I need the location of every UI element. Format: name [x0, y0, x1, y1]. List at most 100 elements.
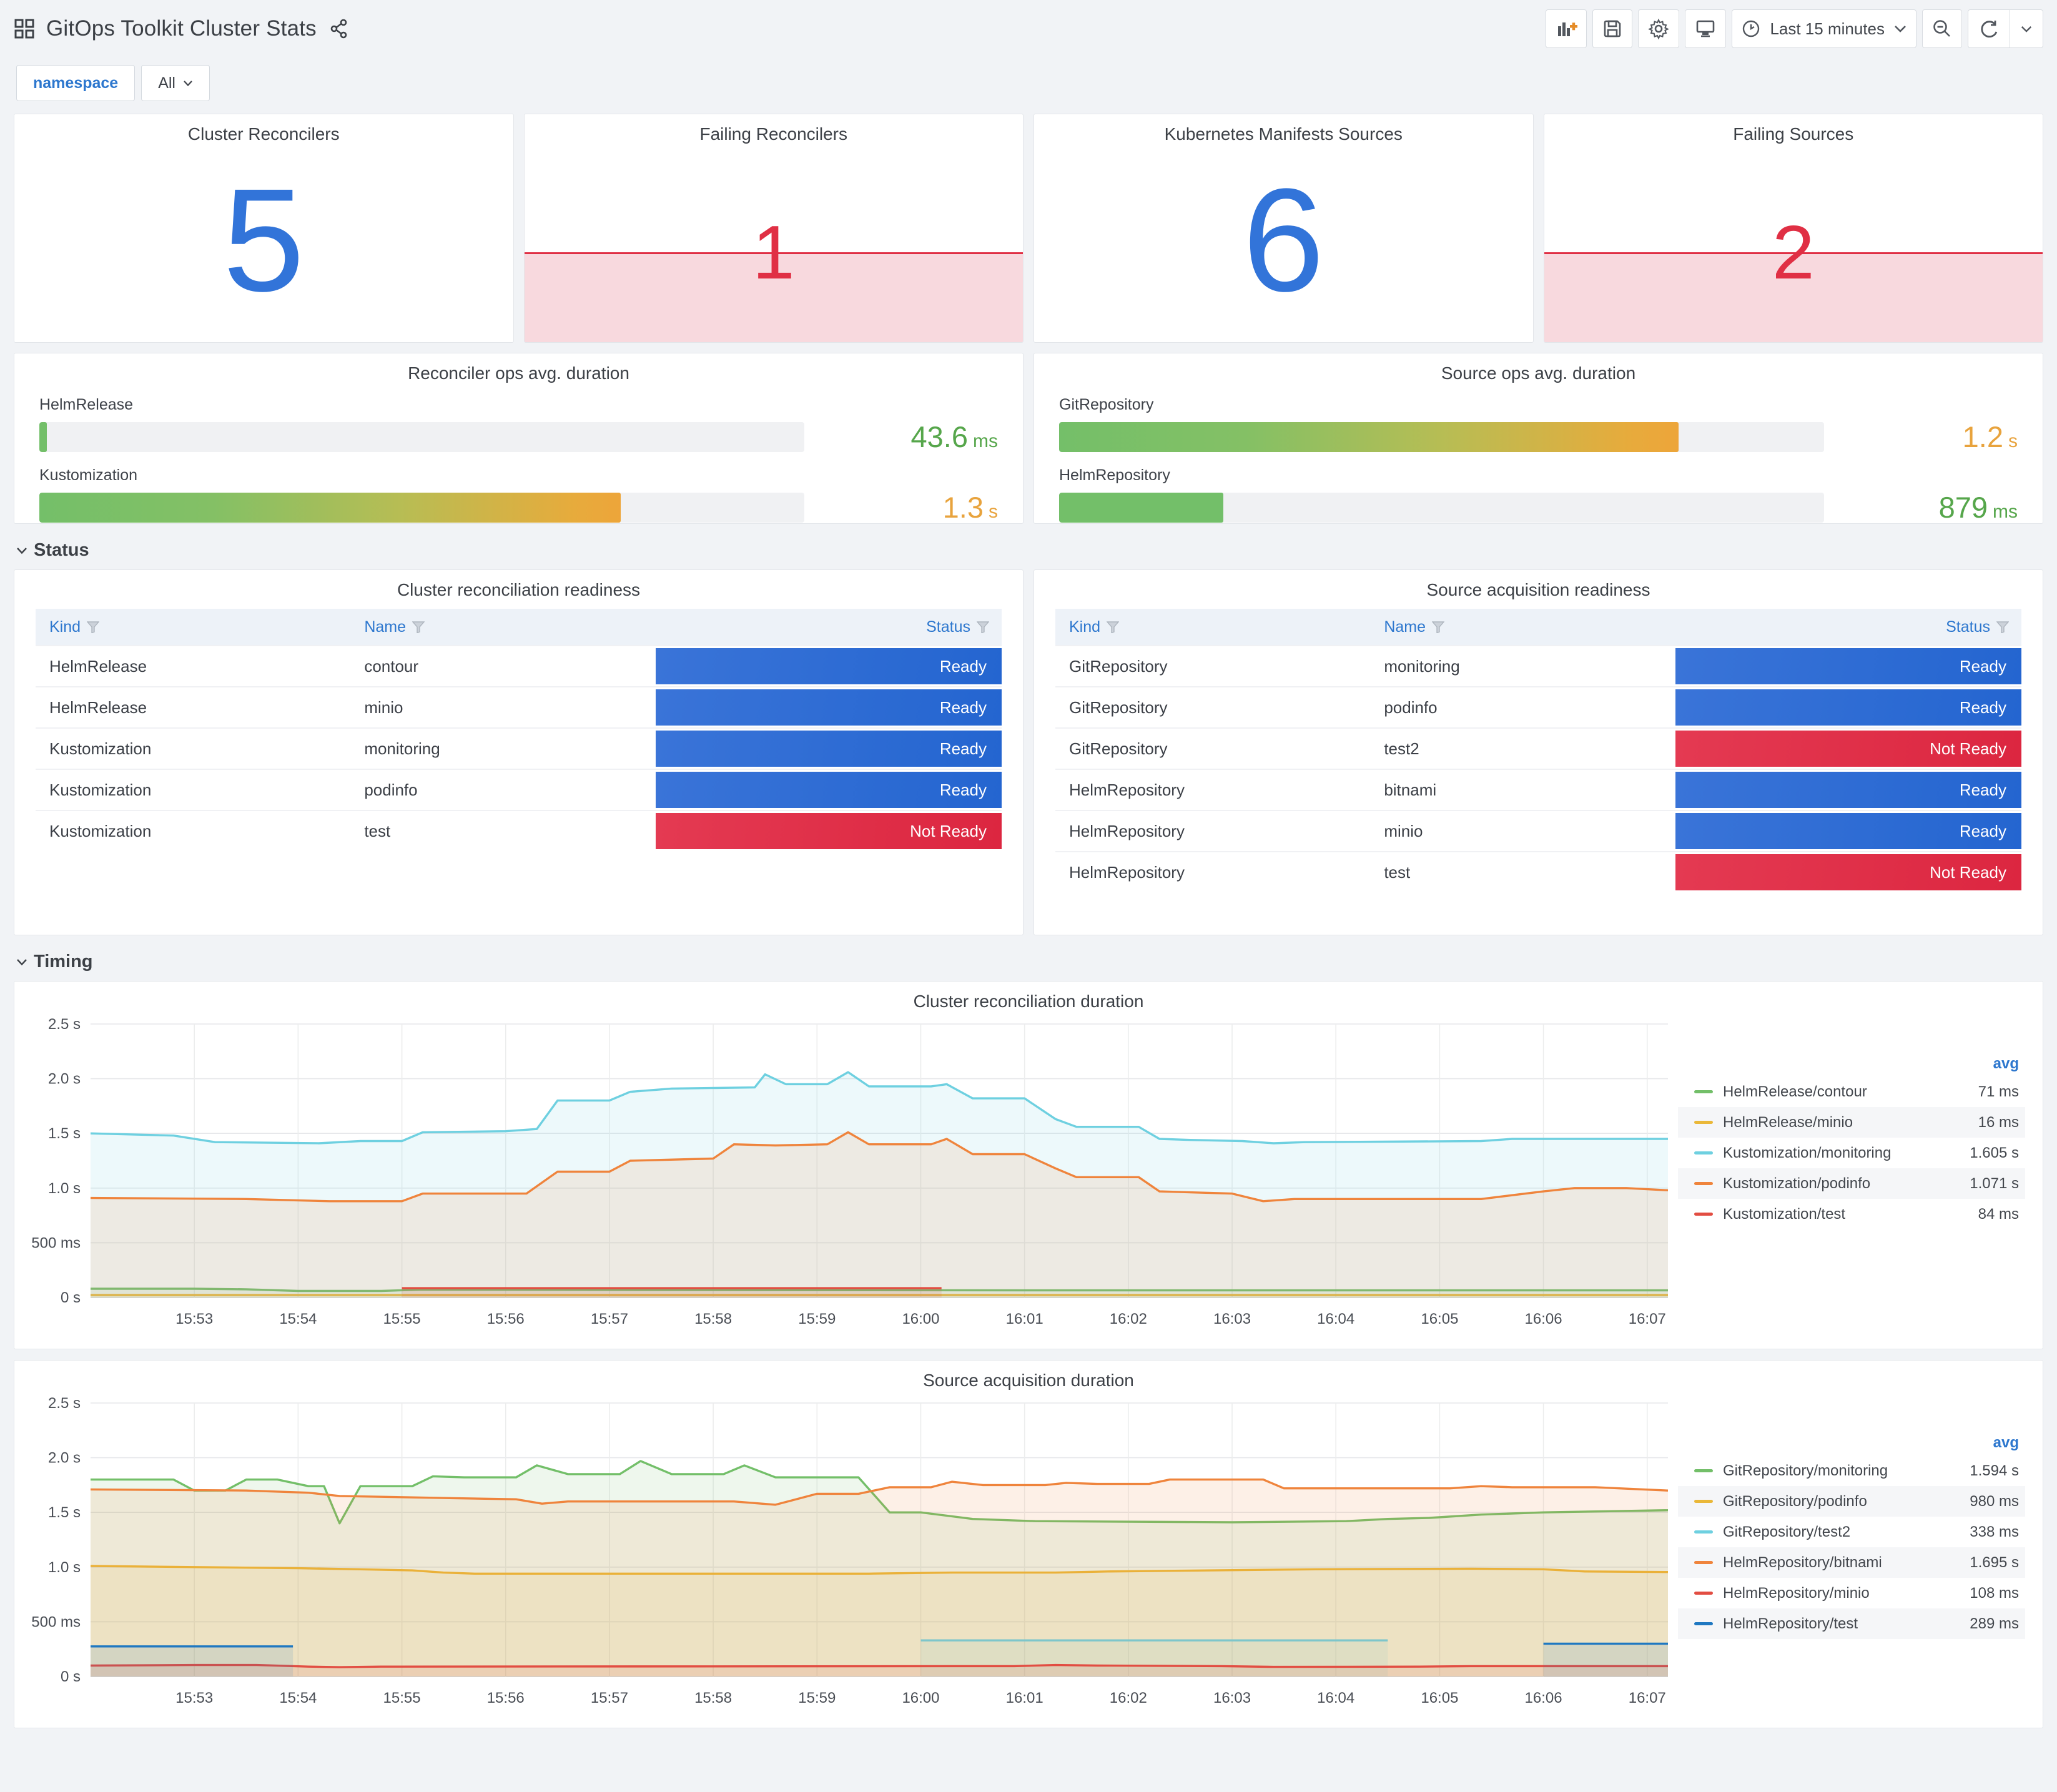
refresh-dashboard-button[interactable] [1968, 10, 2010, 47]
legend-item[interactable]: HelmRepository/test 289 ms [1678, 1608, 2025, 1639]
add-panel-button[interactable] [1546, 9, 1587, 48]
table-row[interactable]: GitRepository test2 Not Ready [1055, 727, 2021, 769]
gauge-label: HelmRelease [39, 396, 134, 413]
gauge-fill [1059, 421, 1679, 452]
table-row[interactable]: HelmRepository minio Ready [1055, 810, 2021, 851]
legend-item[interactable]: HelmRepository/bitnami 1.695 s [1678, 1547, 2025, 1578]
svg-text:2.0 s: 2.0 s [48, 1071, 81, 1088]
gauge-body: GitRepository 1.2 s HelmRepository 879 ms [1059, 396, 2018, 524]
series-name: HelmRelease/contour [1723, 1083, 1867, 1100]
panel-title: Source acquisition readiness [1426, 580, 1650, 599]
column-header-kind[interactable]: Kind [1055, 618, 1370, 636]
table-row[interactable]: HelmRelease minio Ready [36, 686, 1002, 727]
cycle-view-mode-button[interactable] [1685, 9, 1727, 48]
chevron-down-icon [184, 80, 192, 86]
filter-icon[interactable] [412, 621, 425, 633]
apps-grid-icon[interactable] [14, 18, 35, 39]
panel-title: Kubernetes Manifests Sources [1164, 124, 1403, 144]
svg-text:15:57: 15:57 [591, 1311, 628, 1327]
namespace-variable-label[interactable]: namespace [16, 65, 136, 101]
cell-status: Ready [1675, 770, 2021, 810]
table-row[interactable]: Kustomization test Not Ready [36, 810, 1002, 851]
section-row-timing[interactable]: Timing [16, 952, 2043, 972]
column-header-name[interactable]: Name [1370, 618, 1675, 636]
gauge-label: Kustomization [39, 466, 138, 484]
legend-item[interactable]: Kustomization/podinfo 1.071 s [1678, 1168, 2025, 1199]
svg-text:16:02: 16:02 [1110, 1690, 1147, 1706]
legend-item[interactable]: Kustomization/test 84 ms [1678, 1199, 2025, 1229]
legend-item[interactable]: HelmRelease/contour 71 ms [1678, 1076, 2025, 1107]
svg-text:15:54: 15:54 [279, 1311, 317, 1327]
filter-icon[interactable] [1432, 621, 1444, 633]
panel-title: Cluster Reconcilers [187, 124, 340, 144]
svg-text:16:03: 16:03 [1213, 1311, 1251, 1327]
clock-icon [1741, 19, 1761, 39]
table-row[interactable]: HelmRelease contour Ready [36, 645, 1002, 686]
panel-source-ops-duration[interactable]: Source ops avg. duration GitRepository 1… [1033, 353, 2043, 524]
table-row[interactable]: HelmRepository test Not Ready [1055, 851, 2021, 892]
table-row[interactable]: GitRepository podinfo Ready [1055, 686, 2021, 727]
legend-item[interactable]: Kustomization/monitoring 1.605 s [1678, 1138, 2025, 1168]
series-avg-value: 1.594 s [1970, 1462, 2019, 1479]
zoom-out-time-button[interactable] [1922, 9, 1962, 48]
panel-cluster-reconcilers[interactable]: Cluster Reconcilers 5 [14, 114, 514, 343]
svg-text:16:01: 16:01 [1006, 1690, 1043, 1706]
time-series-plot[interactable]: 0 s 500 ms 1.0 s 1.5 s 2.0 s 2.5 s 15:53 15:54 1… [14, 1014, 1678, 1339]
column-header-kind[interactable]: Kind [36, 618, 350, 636]
legend-item[interactable]: GitRepository/test2 338 ms [1678, 1517, 2025, 1547]
status-badge: Ready [1675, 772, 2021, 808]
table-row[interactable]: GitRepository monitoring Ready [1055, 645, 2021, 686]
column-header-status[interactable]: Status [656, 618, 1002, 636]
filter-icon[interactable] [1107, 621, 1120, 633]
refresh-interval-dropdown[interactable] [2010, 10, 2043, 47]
gauge-track [39, 492, 804, 523]
table-row[interactable]: Kustomization podinfo Ready [36, 769, 1002, 810]
panel-kubernetes-manifests-sources[interactable]: Kubernetes Manifests Sources 6 [1033, 114, 1534, 343]
legend-item[interactable]: HelmRelease/minio 16 ms [1678, 1107, 2025, 1138]
series-avg-value: 16 ms [1978, 1113, 2019, 1131]
panel-reconciler-ops-duration[interactable]: Reconciler ops avg. duration HelmRelease… [14, 353, 1024, 524]
cell-kind: GitRepository [1069, 739, 1168, 758]
dashboard-settings-button[interactable] [1638, 9, 1680, 48]
time-range-picker[interactable]: Last 15 minutes [1732, 9, 1916, 48]
gauge-value: 1.3 s [942, 491, 998, 524]
legend-avg-header[interactable]: avg [1993, 1055, 2019, 1072]
gauge-fill [39, 421, 47, 452]
alert-sparkline-area [524, 252, 1023, 342]
svg-text:15:57: 15:57 [591, 1690, 628, 1706]
stat-value: 5 [222, 157, 305, 322]
time-series-plot[interactable]: 0 s 500 ms 1.0 s 1.5 s 2.0 s 2.5 s 15:53 15:54 1… [14, 1393, 1678, 1718]
svg-text:16:04: 16:04 [1317, 1690, 1354, 1706]
gauge-fill [39, 492, 621, 523]
legend-avg-header[interactable]: avg [1993, 1434, 2019, 1451]
filter-icon[interactable] [87, 621, 100, 633]
filter-icon[interactable] [1996, 621, 2009, 633]
column-header-name[interactable]: Name [350, 618, 656, 636]
svg-text:16:01: 16:01 [1006, 1311, 1043, 1327]
filter-icon[interactable] [976, 621, 989, 633]
panel-failing-sources[interactable]: Failing Sources 2 [1543, 114, 2043, 343]
series-avg-value: 289 ms [1970, 1615, 2019, 1632]
column-header-status[interactable]: Status [1675, 618, 2021, 636]
panel-source-acquisition-readiness[interactable]: Source acquisition readiness Kind Name S… [1033, 569, 2043, 935]
svg-text:15:55: 15:55 [383, 1690, 421, 1706]
cell-kind: Kustomization [49, 739, 152, 758]
panel-cluster-reconciliation-readiness[interactable]: Cluster reconciliation readiness Kind Na… [14, 569, 1024, 935]
panel-source-acquisition-duration[interactable]: Source acquisition duration 0 s 500 ms 1.0… [14, 1360, 2043, 1728]
section-row-status[interactable]: Status [16, 540, 2043, 561]
series-name: Kustomization/podinfo [1723, 1174, 1871, 1192]
table-row[interactable]: Kustomization monitoring Ready [36, 727, 1002, 769]
save-dashboard-button[interactable] [1592, 9, 1633, 48]
panel-failing-reconcilers[interactable]: Failing Reconcilers 1 [523, 114, 1024, 343]
legend-item[interactable]: HelmRepository/minio 108 ms [1678, 1578, 2025, 1608]
share-dashboard-icon[interactable] [328, 17, 350, 40]
table-row[interactable]: HelmRepository bitnami Ready [1055, 769, 2021, 810]
cell-kind: HelmRepository [1069, 821, 1185, 840]
panel-cluster-reconciliation-duration[interactable]: Cluster reconciliation duration 0 s 500 m… [14, 981, 2043, 1349]
legend-item[interactable]: GitRepository/podinfo 980 ms [1678, 1486, 2025, 1517]
namespace-variable-value[interactable]: All [141, 65, 210, 101]
status-badge: Not Ready [656, 813, 1002, 849]
readiness-table: Kind Name Status GitRepository monitorin… [1055, 609, 2021, 892]
cell-kind: Kustomization [49, 780, 152, 799]
legend-item[interactable]: GitRepository/monitoring 1.594 s [1678, 1455, 2025, 1486]
